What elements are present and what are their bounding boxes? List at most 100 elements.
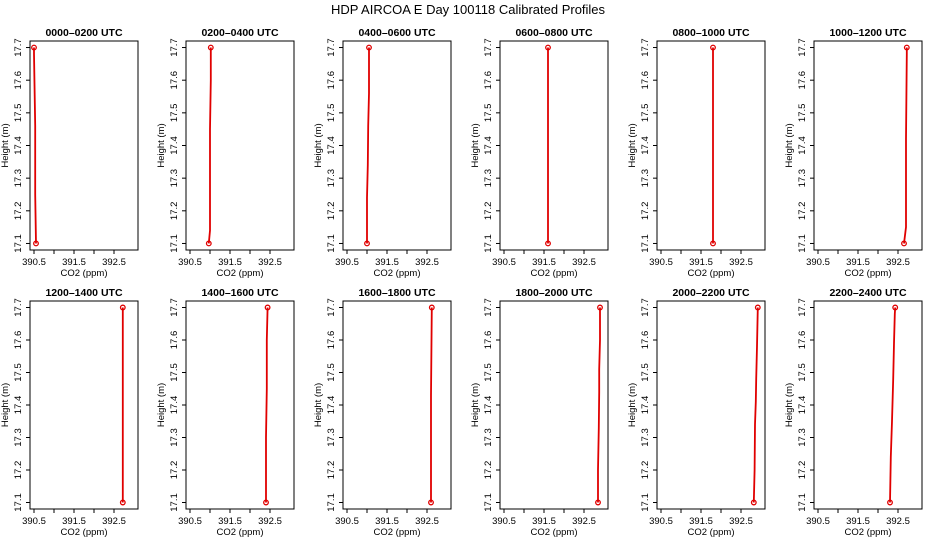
y-tick-label: 17.1 [326,234,337,253]
panel-title: 1000–1200 UTC [829,27,906,39]
y-tick-label: 17.6 [483,331,494,350]
plot-frame [499,300,609,510]
profile-line [430,307,433,503]
y-tick-label: 17.2 [797,461,808,480]
x-tick-label: 390.5 [22,257,46,268]
y-tick-label: 17.6 [326,71,337,90]
x-axis-label: CO2 (ppm) [531,527,578,538]
y-tick-label: 17.1 [797,493,808,512]
y-axis-label: Height (m) [313,383,324,427]
y-tick-label: 17.4 [797,396,808,415]
panel-12: 2200–2400 UTC 390.5 391.5 392.5 17.1 17.2 17.3… [784,287,923,538]
x-tick-label: 391.5 [846,257,870,268]
x-tick-label: 390.5 [22,516,46,527]
top-point [903,44,910,51]
bottom-point [428,499,434,506]
y-tick-label: 17.5 [483,104,494,123]
panels-group: 0000–0200 UTC 390.5 391.5 392.5 17.1 17.2 17.3… [0,27,923,538]
y-tick-label: 17.2 [483,202,494,221]
y-tick-label: 17.6 [640,331,651,350]
x-axis-label: CO2 (ppm) [688,268,735,279]
panel-1: 0000–0200 UTC 390.5 391.5 392.5 17.1 17.2 17.3… [0,27,139,279]
profile-line [33,47,37,244]
bottom-point [205,240,212,247]
x-tick-label: 391.5 [375,257,399,268]
y-tick-label: 17.1 [797,234,808,253]
plot-frame [499,40,609,251]
y-axis-label: Height (m) [0,383,11,427]
y-tick-label: 17.3 [640,169,651,188]
y-tick-label: 17.5 [797,104,808,123]
x-tick-label: 391.5 [532,257,556,268]
y-tick-label: 17.5 [640,104,651,123]
x-tick-label: 392.5 [102,516,126,527]
y-tick-label: 17.1 [169,493,180,512]
y-tick-label: 17.6 [640,71,651,90]
y-tick-label: 17.6 [169,331,180,350]
panel-title: 0000–0200 UTC [45,27,122,39]
x-tick-label: 390.5 [806,257,830,268]
x-tick-label: 391.5 [62,257,86,268]
x-tick-label: 392.5 [572,516,596,527]
panel-title: 1600–1800 UTC [358,287,435,299]
y-tick-label: 17.3 [640,428,651,447]
panel-4: 0600–0800 UTC 390.5 391.5 392.5 17.1 17.2 17.3… [470,27,609,279]
plot-frame [656,40,766,251]
bottom-point [364,240,370,247]
panel-title: 0400–0600 UTC [358,27,435,39]
bottom-point [33,240,39,247]
bottom-point [263,499,269,506]
y-axis-label: Height (m) [470,383,481,427]
x-tick-label: 392.5 [258,257,282,268]
bottom-point [887,499,893,506]
y-tick-label: 17.5 [640,363,651,382]
profile-line [752,307,759,503]
top-point [754,304,761,311]
y-axis-label: Height (m) [156,123,167,167]
y-tick-label: 17.4 [13,396,24,415]
panel-title: 1800–2000 UTC [515,287,592,299]
y-tick-label: 17.6 [13,71,24,90]
y-tick-label: 17.2 [640,461,651,480]
y-tick-label: 17.2 [797,202,808,221]
y-tick-label: 17.2 [326,461,337,480]
y-tick-label: 17.6 [169,71,180,90]
top-point [119,304,126,311]
y-tick-label: 17.5 [483,363,494,382]
top-point [710,44,716,51]
y-tick-label: 17.7 [797,38,808,57]
y-tick-label: 17.4 [326,396,337,415]
y-tick-label: 17.2 [640,202,651,221]
y-tick-label: 17.4 [13,136,24,155]
x-tick-label: 391.5 [218,257,242,268]
bottom-point [545,240,551,247]
y-tick-label: 17.2 [169,461,180,480]
panel-title: 0800–1000 UTC [672,27,749,39]
y-tick-label: 17.7 [13,38,24,57]
x-tick-label: 392.5 [415,516,439,527]
panel-6: 1000–1200 UTC 390.5 391.5 392.5 17.1 17.2 17.3… [784,27,923,279]
y-tick-label: 17.3 [483,169,494,188]
x-tick-label: 391.5 [689,257,713,268]
top-point [428,304,435,311]
y-tick-label: 17.2 [13,461,24,480]
x-axis-label: CO2 (ppm) [374,268,421,279]
y-tick-label: 17.5 [797,363,808,382]
y-tick-label: 17.3 [326,428,337,447]
profile-line [597,307,601,503]
y-tick-label: 17.7 [640,298,651,317]
y-tick-label: 17.6 [797,71,808,90]
plot-frame [342,40,452,251]
y-tick-label: 17.6 [326,331,337,350]
bottom-point [901,240,907,247]
y-tick-label: 17.6 [13,331,24,350]
panel-title: 1400–1600 UTC [201,287,278,299]
panel-7: 1200–1400 UTC 390.5 391.5 392.5 17.1 17.2 17.3… [0,287,139,538]
panel-title: 1200–1400 UTC [45,287,122,299]
x-tick-label: 392.5 [415,257,439,268]
plot-frame [185,300,295,510]
panel-title: 0200–0400 UTC [201,27,278,39]
y-tick-label: 17.2 [483,461,494,480]
x-tick-label: 392.5 [258,516,282,527]
